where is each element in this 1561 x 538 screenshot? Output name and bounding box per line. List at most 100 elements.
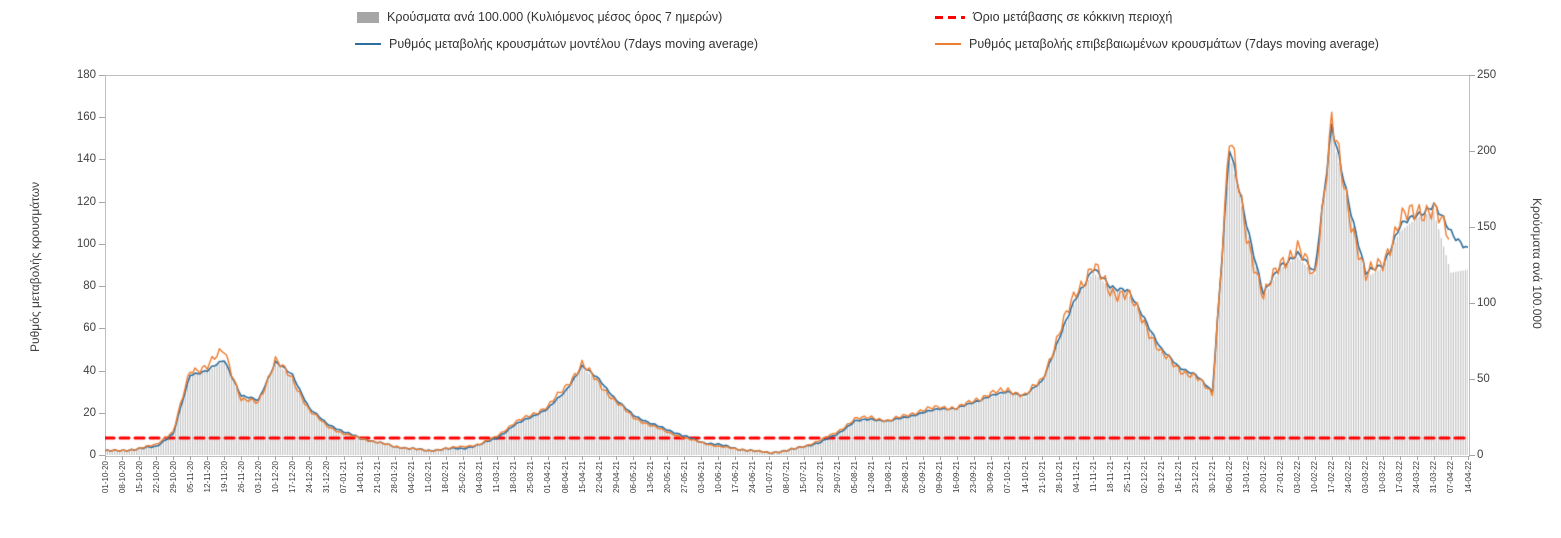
x-axis-tick-mark <box>803 456 805 460</box>
x-tick-label: 01-10-20 <box>100 461 110 494</box>
x-tick-label: 16-12-21 <box>1173 461 1183 494</box>
x-axis-tick-mark <box>1399 456 1401 460</box>
x-tick-label: 29-04-21 <box>611 461 621 494</box>
y-axis-tick-mark <box>99 117 105 119</box>
x-axis-tick-mark <box>275 456 277 460</box>
y-tick-label-right: 150 <box>1477 221 1497 233</box>
x-axis-tick-mark <box>1144 456 1146 460</box>
x-tick-label: 31-03-22 <box>1429 461 1439 494</box>
x-axis-tick-mark <box>241 456 243 460</box>
x-axis-tick-mark <box>973 456 975 460</box>
x-axis-tick-mark <box>1127 456 1129 460</box>
y-tick-label-right: 50 <box>1477 373 1490 385</box>
y-axis-tick-mark-right <box>1469 75 1475 76</box>
x-tick-label: 30-12-21 <box>1207 461 1217 494</box>
y-tick-label-left: 60 <box>83 322 96 335</box>
x-axis-tick-mark <box>1433 456 1435 460</box>
x-tick-label: 15-07-21 <box>799 461 809 494</box>
x-tick-label: 18-11-21 <box>1105 461 1115 493</box>
x-tick-label: 22-04-21 <box>594 461 604 494</box>
x-axis-tick-mark <box>1246 456 1248 460</box>
x-tick-label: 24-12-20 <box>304 461 314 494</box>
y-tick-label-left: 160 <box>76 111 96 124</box>
x-axis-tick-mark <box>769 456 771 460</box>
y-tick-label-right: 100 <box>1477 297 1497 309</box>
x-axis-tick-mark <box>905 456 907 460</box>
x-axis-tick-mark <box>1382 456 1384 460</box>
y-axis-tick-mark-right <box>1469 151 1475 152</box>
x-tick-label: 08-10-20 <box>117 461 127 494</box>
y-axis-tick-mark <box>99 286 105 288</box>
y-tick-label-left: 80 <box>83 280 96 293</box>
x-tick-label: 28-01-21 <box>390 461 400 494</box>
x-axis-tick-mark <box>990 456 992 460</box>
y-tick-label-left: 0 <box>89 449 96 461</box>
legend-item-cases-bars: Κρούσματα ανά 100.000 (Κυλιόμενος μέσος … <box>357 10 722 24</box>
x-tick-label: 18-03-21 <box>509 461 519 494</box>
x-tick-label: 31-12-20 <box>321 461 331 494</box>
x-tick-label: 03-03-22 <box>1361 461 1371 494</box>
x-tick-label: 29-10-20 <box>168 461 178 494</box>
x-axis-tick-mark <box>1076 456 1078 460</box>
x-axis-tick-mark <box>1280 456 1282 460</box>
x-axis-tick-mark <box>667 456 669 460</box>
x-tick-label: 19-11-20 <box>219 461 229 493</box>
x-tick-label: 03-06-21 <box>696 461 706 494</box>
x-tick-label: 09-12-21 <box>1156 461 1166 494</box>
right-axis-title: Κρούσματα ανά 100.000 <box>1530 198 1544 329</box>
x-tick-label: 26-08-21 <box>901 461 911 494</box>
x-tick-label: 22-07-21 <box>816 461 826 494</box>
x-axis-tick-mark <box>1195 456 1197 460</box>
x-axis-tick-mark <box>1416 456 1418 460</box>
x-tick-label: 05-11-20 <box>185 461 195 493</box>
legend-label-cases-bars: Κρούσματα ανά 100.000 (Κυλιόμενος μέσος … <box>387 10 723 24</box>
x-tick-label: 02-12-21 <box>1139 461 1149 494</box>
y-axis-tick-mark-right <box>1469 303 1475 304</box>
x-tick-label: 07-10-21 <box>1003 461 1013 494</box>
x-tick-label: 06-01-22 <box>1224 461 1234 494</box>
y-tick-label-left: 40 <box>83 364 96 377</box>
y-axis-tick-mark-right <box>1469 227 1475 228</box>
x-axis-tick-mark <box>190 456 192 460</box>
x-axis-tick-mark <box>616 456 618 460</box>
x-axis-tick-mark <box>394 456 396 460</box>
x-tick-label: 24-02-22 <box>1344 461 1354 494</box>
x-tick-label: 30-09-21 <box>986 461 996 494</box>
x-tick-label: 11-11-21 <box>1088 461 1098 492</box>
x-axis-tick-mark <box>343 456 345 460</box>
x-axis-tick-mark <box>139 456 141 460</box>
x-tick-label: 12-08-21 <box>867 461 877 494</box>
y-axis-tick-mark <box>99 201 105 203</box>
x-axis-tick-mark <box>1178 456 1180 460</box>
x-axis-tick-mark <box>1093 456 1095 460</box>
x-axis-tick-mark <box>1314 456 1316 460</box>
x-tick-label: 11-03-21 <box>492 461 502 493</box>
x-axis-tick-mark <box>701 456 703 460</box>
y-axis-tick-mark <box>99 243 105 245</box>
x-axis-tick-mark <box>752 456 754 460</box>
x-axis-tick-mark <box>871 456 873 460</box>
x-tick-label: 17-06-21 <box>730 461 740 494</box>
x-tick-label: 15-04-21 <box>577 461 587 494</box>
x-axis-tick-mark <box>1331 456 1333 460</box>
x-tick-label: 05-08-21 <box>850 461 860 494</box>
x-axis-tick-mark <box>888 456 890 460</box>
x-tick-label: 27-05-21 <box>679 461 689 494</box>
x-tick-label: 28-10-21 <box>1054 461 1064 494</box>
left-axis-title: Ρυθμός μεταβολής κρουσμάτων <box>28 181 42 352</box>
plot-canvas <box>105 75 1468 455</box>
x-tick-label: 08-04-21 <box>560 461 570 494</box>
x-axis-tick-mark <box>939 456 941 460</box>
x-axis-tick-mark <box>326 456 328 460</box>
x-axis-tick-mark <box>1468 456 1469 460</box>
x-tick-label: 17-03-22 <box>1395 461 1405 494</box>
x-axis-tick-mark <box>599 456 601 460</box>
legend-label-threshold: Όριο μετάβασης σε κόκκινη περιοχή <box>973 10 1173 24</box>
x-axis-tick-mark <box>122 456 124 460</box>
x-axis-tick-mark <box>718 456 720 460</box>
x-tick-label: 25-11-21 <box>1122 461 1132 493</box>
x-tick-label: 27-01-22 <box>1276 461 1286 494</box>
x-tick-label: 01-04-21 <box>543 461 553 494</box>
x-tick-label: 02-09-21 <box>918 461 928 494</box>
